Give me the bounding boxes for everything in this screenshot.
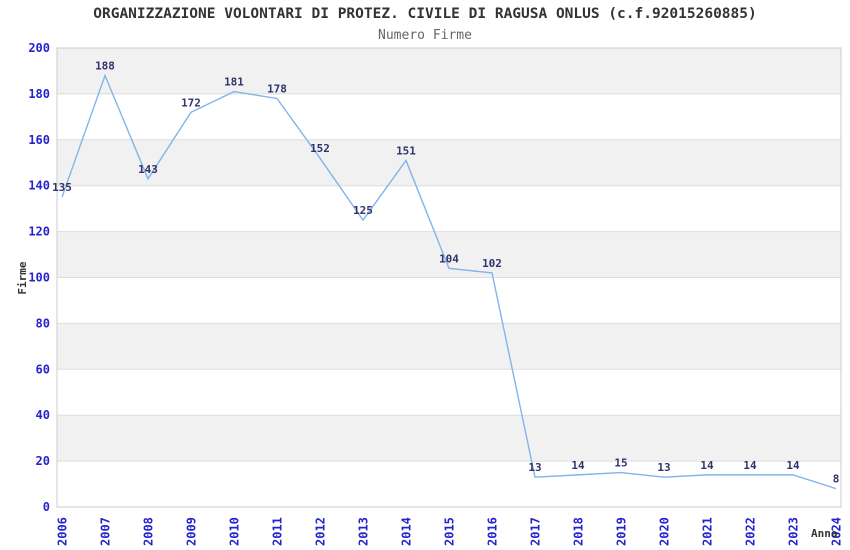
x-tick-label: 2024 [830,517,844,546]
data-point-label: 178 [267,82,287,95]
x-tick-label: 2008 [142,517,156,546]
data-line [61,73,837,490]
y-tick-label: 160 [28,133,50,147]
data-point-label: 125 [353,204,373,217]
plot-border [56,47,842,508]
y-axis-title: Firme [16,261,29,294]
data-point-label: 13 [528,461,541,474]
data-point-label: 15 [614,457,627,470]
data-point-label: 172 [181,96,201,109]
x-tick-label: 2020 [658,517,672,546]
y-tick-label: 200 [28,41,50,55]
data-point-label: 8 [833,473,840,486]
y-tick-label: 140 [28,179,50,193]
x-tick-label: 2016 [486,517,500,546]
x-tick-label: 2018 [572,517,586,546]
x-tick-label: 2023 [787,517,801,546]
x-tick-label: 2006 [56,517,70,546]
x-tick-label: 2022 [744,517,758,546]
data-point-label: 14 [786,459,800,472]
x-tick-label: 2009 [185,517,199,546]
data-point-label: 102 [482,257,502,270]
data-point-label: 135 [52,181,72,194]
x-axis-title: Anno [811,527,838,540]
x-tick-label: 2019 [615,517,629,546]
y-tick-label: 180 [28,87,50,101]
x-tick-label: 2015 [443,517,457,546]
x-tick-label: 2014 [400,517,414,546]
plot-band [57,323,841,370]
y-tick-label: 80 [36,316,50,330]
chart-subtitle: Numero Firme [378,28,472,43]
x-tick-label: 2021 [701,517,715,546]
plot-band [57,415,841,462]
x-tick-label: 2010 [228,517,242,546]
data-point-label: 188 [95,60,115,73]
x-tick-label: 2012 [314,517,328,546]
y-tick-label: 0 [43,500,50,514]
x-tick-label: 2007 [99,517,113,546]
data-point-label: 14 [700,459,714,472]
plot-band [57,48,841,94]
plot-band [57,139,841,186]
data-point-label: 143 [138,163,158,176]
y-tick-label: 40 [36,408,50,422]
y-tick-label: 120 [28,225,50,239]
y-tick-label: 60 [36,362,50,376]
x-tick-label: 2013 [357,517,371,546]
data-point-label: 181 [224,76,244,89]
plot-area: 0 20 40 60 80 100 120 140 160 180 200 2006 2007 2008 2… [28,41,843,546]
chart-title: ORGANIZZAZIONE VOLONTARI DI PROTEZ. CIVI… [93,6,756,22]
y-tick-label: 20 [36,454,50,468]
data-point-label: 152 [310,142,330,155]
data-point-label: 104 [439,252,459,265]
y-tick-label: 100 [28,271,50,285]
plot-band [57,231,841,278]
x-tick-label: 2017 [529,517,543,546]
x-tick-label: 2011 [271,517,285,546]
data-point-label: 13 [657,461,670,474]
data-point-label: 151 [396,144,416,157]
data-point-label: 14 [743,459,757,472]
data-point-label: 14 [571,459,585,472]
